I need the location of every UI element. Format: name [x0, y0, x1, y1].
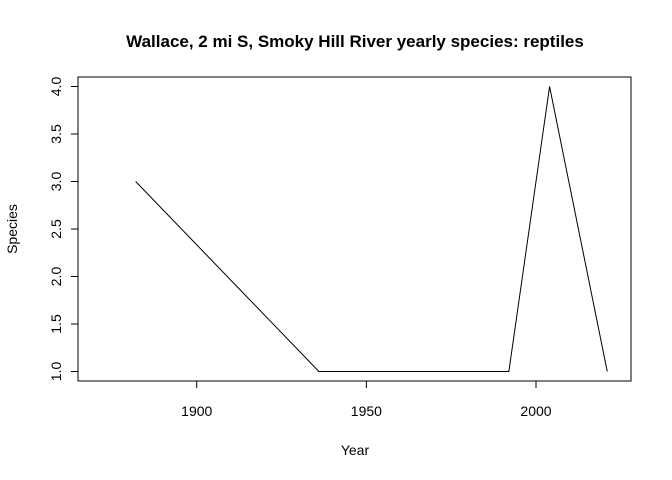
y-tick-label: 3.0	[48, 172, 64, 192]
x-tick-label: 1950	[351, 403, 382, 419]
chart-title: Wallace, 2 mi S, Smoky Hill River yearly…	[126, 32, 584, 51]
y-tick-label: 3.5	[48, 124, 64, 144]
x-tick-label: 2000	[520, 403, 551, 419]
series-group	[135, 86, 608, 372]
y-tick-label: 1.5	[48, 314, 64, 334]
y-axis-label: Species	[4, 204, 20, 254]
x-axis: 1900 1950 2000	[181, 380, 552, 419]
x-axis-label: Year	[341, 442, 370, 458]
x-tick-label: 1900	[181, 403, 212, 419]
y-axis: 1.0 1.5 2.0 2.5 3.0 3.5 4.0	[48, 77, 79, 382]
plot-frame	[77, 76, 632, 382]
y-tick-label: 4.0	[48, 77, 64, 97]
series-line	[135, 86, 608, 372]
y-tick-label: 2.0	[48, 267, 64, 287]
y-tick-label: 1.0	[48, 362, 64, 382]
y-tick-label: 2.5	[48, 219, 64, 239]
